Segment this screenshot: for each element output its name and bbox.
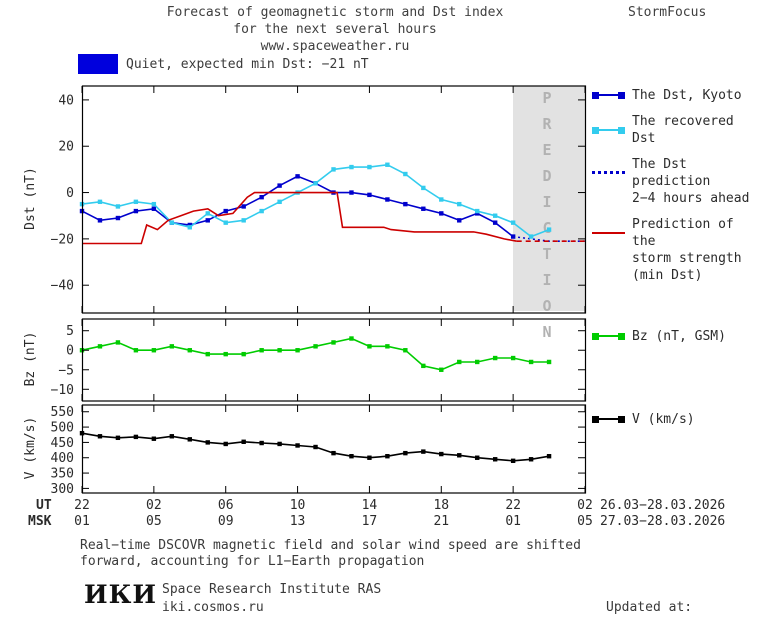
institute-name: Space Research Institute RAS xyxy=(162,582,382,597)
svg-text:Bz (nT): Bz (nT) xyxy=(23,332,38,387)
legend-label: The Dst, Kyoto xyxy=(632,88,742,103)
legend-label: The Dst prediction xyxy=(632,157,711,189)
svg-text:550: 550 xyxy=(51,405,74,420)
v-legend: V (km/s) xyxy=(592,412,695,427)
legend-label: The recovered Dst xyxy=(632,114,734,146)
svg-text:02: 02 xyxy=(577,498,593,513)
bz-sample-icon xyxy=(592,330,625,343)
svg-text:13: 13 xyxy=(290,514,306,529)
updated-label: Updated at: xyxy=(606,600,693,615)
time-axis: UTMSK2201020506091013141718212201020526.… xyxy=(28,498,725,529)
svg-text:UT: UT xyxy=(36,498,52,513)
storm-strength-sample-icon xyxy=(592,227,625,240)
storm-status: Quiet, expected min Dst: −21 nT xyxy=(78,53,369,75)
iki-logo: ИКИ xyxy=(84,580,157,609)
dst-chart: 40 20 0 −20 −40 Dst (nT) xyxy=(23,85,587,314)
recovered-dst-sample-icon xyxy=(592,124,625,137)
svg-text:V (km/s): V (km/s) xyxy=(23,417,38,480)
svg-text:−5: −5 xyxy=(58,363,74,378)
svg-text:14: 14 xyxy=(362,498,378,513)
legend-label: Prediction of the xyxy=(632,217,734,249)
page-title: Forecast of geomagnetic storm and Dst in… xyxy=(70,4,600,55)
title-line2: for the next several hours xyxy=(233,22,437,37)
svg-text:01: 01 xyxy=(74,514,90,529)
svg-text:450: 450 xyxy=(51,436,74,451)
svg-text:40: 40 xyxy=(58,93,74,108)
dst-legend: The Dst, Kyoto The recovered Dst The Dst… xyxy=(592,87,760,293)
prediction-region-label: PREDICTION xyxy=(538,89,556,349)
svg-text:MSK: MSK xyxy=(28,514,52,529)
svg-text:06: 06 xyxy=(218,498,234,513)
svg-text:01: 01 xyxy=(505,514,521,529)
svg-text:18: 18 xyxy=(433,498,449,513)
updated-at-block: Updated at: UT 22:05, 27.03.2026 MSK 01:… xyxy=(606,568,760,620)
svg-text:300: 300 xyxy=(51,482,74,495)
legend-item-dst-prediction: The Dst prediction 2−4 hours ahead xyxy=(592,156,760,207)
svg-text:5: 5 xyxy=(66,324,74,339)
svg-text:0: 0 xyxy=(66,186,74,201)
svg-text:02: 02 xyxy=(146,498,162,513)
note-line1: Real−time DSCOVR magnetic field and sola… xyxy=(80,538,581,553)
svg-text:22: 22 xyxy=(505,498,521,513)
legend-label-cont: 2−4 hours ahead xyxy=(632,191,750,206)
v-sample-icon xyxy=(592,413,625,426)
svg-text:26.03−28.03.2026: 26.03−28.03.2026 xyxy=(600,498,725,513)
svg-text:27.03−28.03.2026: 27.03−28.03.2026 xyxy=(600,514,725,529)
dst-kyoto-sample-icon xyxy=(592,89,625,102)
storm-status-label: Quiet, expected min Dst: −21 nT xyxy=(126,56,369,72)
svg-text:22: 22 xyxy=(74,498,90,513)
bz-legend: Bz (nT, GSM) xyxy=(592,329,726,344)
note-line2: forward, accounting for L1−Earth propaga… xyxy=(80,554,425,569)
svg-text:−40: −40 xyxy=(51,279,74,294)
svg-text:10: 10 xyxy=(290,498,306,513)
legend-label: Bz (nT, GSM) xyxy=(632,329,726,344)
legend-item-dst-kyoto: The Dst, Kyoto xyxy=(592,87,760,104)
propagation-note: Real−time DSCOVR magnetic field and sola… xyxy=(80,538,581,570)
title-line1: Forecast of geomagnetic storm and Dst in… xyxy=(166,5,504,20)
storm-level-indicator xyxy=(78,54,118,74)
svg-text:500: 500 xyxy=(51,421,74,436)
svg-text:21: 21 xyxy=(433,514,449,529)
legend-label-cont: (min Dst) xyxy=(632,268,703,283)
legend-label: V (km/s) xyxy=(632,412,695,427)
svg-text:350: 350 xyxy=(51,467,74,482)
svg-text:0: 0 xyxy=(66,344,74,359)
legend-item-recovered-dst: The recovered Dst xyxy=(592,113,760,147)
legend-item-storm-strength: Prediction of the storm strength (min Ds… xyxy=(592,216,760,284)
title-url: www.spaceweather.ru xyxy=(260,39,410,54)
svg-text:09: 09 xyxy=(218,514,234,529)
svg-text:400: 400 xyxy=(51,451,74,466)
svg-text:−10: −10 xyxy=(51,383,74,398)
institute-site: iki.cosmos.ru xyxy=(162,600,264,615)
legend-label-cont: storm strength xyxy=(632,251,742,266)
dst-prediction-sample-icon xyxy=(592,167,625,180)
svg-text:20: 20 xyxy=(58,140,74,155)
svg-text:05: 05 xyxy=(146,514,162,529)
bz-chart: 5 0 −5 −10 Bz (nT) xyxy=(23,318,587,402)
svg-text:Dst (nT): Dst (nT) xyxy=(23,167,38,230)
brand-stormfocus: StormFocus xyxy=(628,5,707,20)
svg-text:17: 17 xyxy=(362,514,378,529)
svg-text:05: 05 xyxy=(577,514,593,529)
svg-text:−20: −20 xyxy=(51,232,74,247)
prediction-region-shade xyxy=(513,86,585,311)
